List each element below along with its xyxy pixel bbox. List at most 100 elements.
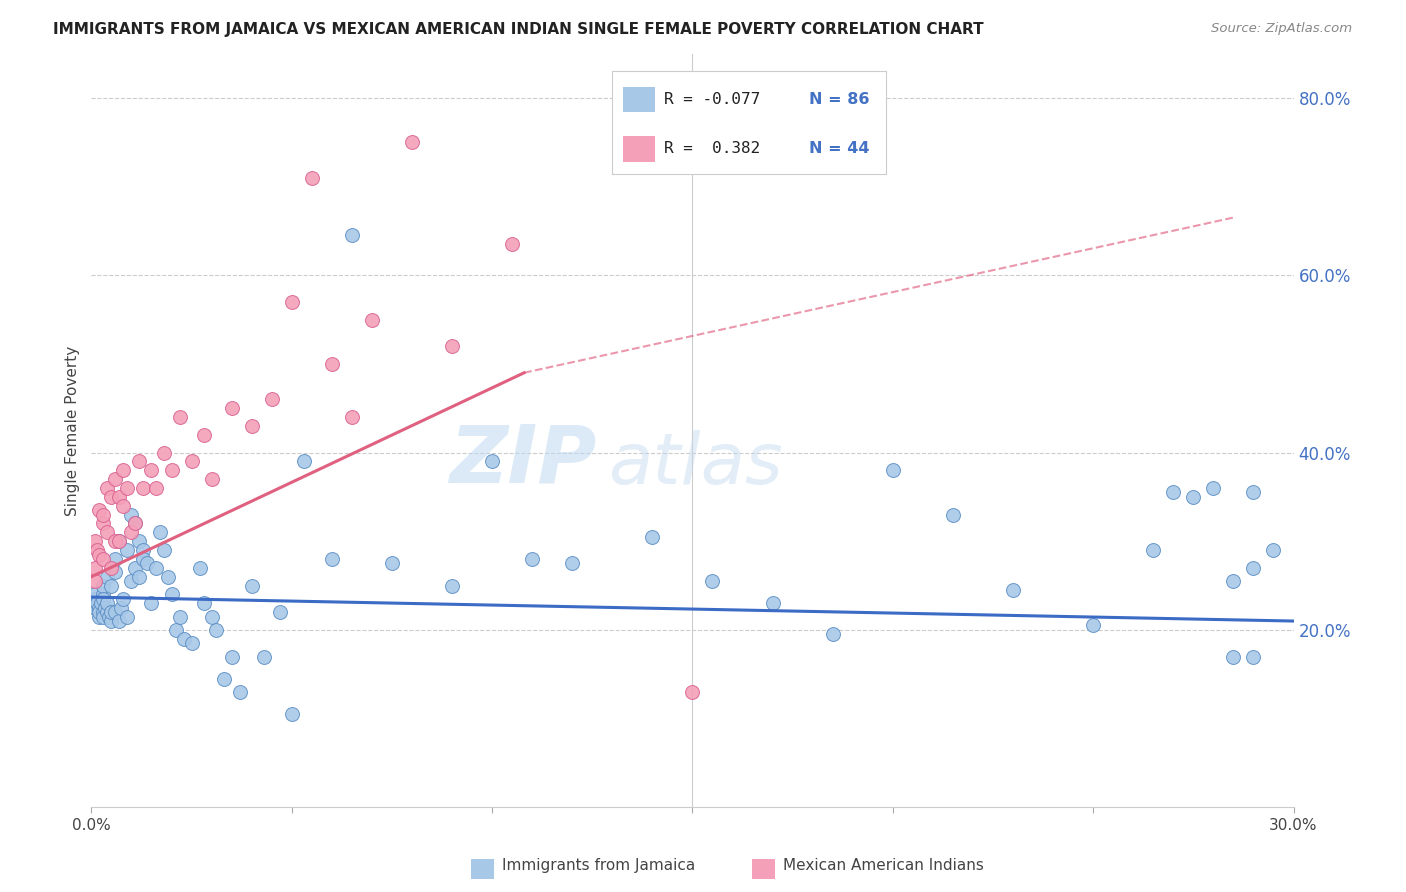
Point [108,534,131,549]
Text: atlas: atlas [609,430,783,499]
Text: Immigrants from Jamaica: Immigrants from Jamaica [502,858,695,872]
Point [90,596,112,610]
Point [96,481,118,495]
Point [169,609,191,624]
Point [93,609,115,624]
Point [104,552,127,566]
Point [100,614,122,628]
Point [145,481,167,495]
Point [108,490,131,504]
Point [104,472,127,486]
Point [228,685,250,699]
Point [132,481,155,495]
Point [112,591,135,606]
Point [169,410,191,425]
Point [501,237,523,252]
Point [132,543,155,558]
Point [221,649,243,664]
Point [340,228,363,243]
Point [112,463,135,477]
Point [117,543,139,558]
Point [481,454,503,468]
Point [100,605,122,619]
Bar [623,136,655,161]
Point [253,649,276,664]
Point [340,410,363,425]
Point [180,454,202,468]
Point [281,294,304,309]
Point [84,587,107,601]
Text: Source: ZipAtlas.com: Source: ZipAtlas.com [1212,22,1353,36]
Point [1163,485,1185,500]
Point [104,566,127,580]
Point [124,561,146,575]
Point [321,357,343,371]
Point [1142,543,1164,558]
Point [104,534,127,549]
Point [1243,561,1265,575]
Text: Mexican American Indians: Mexican American Indians [783,858,984,872]
Point [152,543,174,558]
Point [1001,582,1024,597]
Point [882,463,904,477]
Text: IMMIGRANTS FROM JAMAICA VS MEXICAN AMERICAN INDIAN SINGLE FEMALE POVERTY CORRELA: IMMIGRANTS FROM JAMAICA VS MEXICAN AMERI… [53,22,984,37]
Point [93,591,115,606]
Point [112,499,135,513]
Point [84,561,107,575]
Point [145,561,167,575]
Point [702,574,724,589]
Point [440,578,463,592]
Point [93,552,115,566]
Point [1243,485,1265,500]
Point [128,570,150,584]
Point [160,463,183,477]
Point [117,609,139,624]
Point [1222,574,1244,589]
Point [96,570,118,584]
Point [201,609,224,624]
Point [160,587,183,601]
Point [108,614,131,628]
Point [522,552,544,566]
Point [89,600,111,615]
Point [141,463,163,477]
Point [180,636,202,650]
Point [281,707,304,722]
Point [173,632,195,646]
Point [84,600,107,615]
Point [124,516,146,531]
Point [260,392,283,407]
Point [269,605,291,619]
Point [98,609,121,624]
Point [83,591,105,606]
Point [1263,543,1285,558]
Point [96,596,118,610]
Point [136,557,159,571]
Point [201,472,224,486]
Point [1243,649,1265,664]
Point [94,600,117,615]
Point [321,552,343,566]
Point [821,627,844,641]
Point [942,508,965,522]
Text: N = 44: N = 44 [808,141,869,156]
Point [762,596,785,610]
Point [1202,481,1225,495]
Point [93,587,115,601]
Point [1182,490,1205,504]
Y-axis label: Single Female Poverty: Single Female Poverty [65,345,80,516]
Point [93,605,115,619]
Point [93,578,115,592]
Point [86,596,108,610]
Point [1222,649,1244,664]
Point [96,605,118,619]
Point [156,570,179,584]
Point [100,578,122,592]
Point [89,605,111,619]
Point [89,503,111,517]
Point [121,574,143,589]
Point [301,170,323,185]
Point [240,419,263,434]
Point [96,525,118,540]
Point [141,596,163,610]
